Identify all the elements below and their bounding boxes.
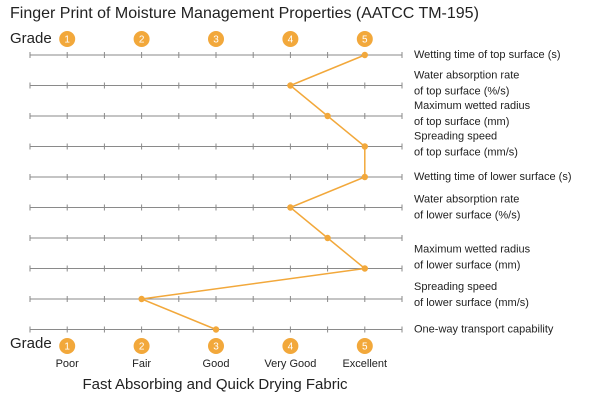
x-tick-label: 5 [362,342,368,353]
tick-badge [208,338,224,354]
category-label: Maximum wetted radius of lower surface (m… [414,243,531,271]
category-label: Wetting time of lower surface (s) [414,171,572,183]
category-line: One-way transport capability [414,323,554,335]
category-line: of top surface (mm) [414,116,509,128]
data-point [361,173,368,181]
data-point [361,265,368,272]
tick-badge [282,338,299,354]
category-line: of top surface (mm/s) [414,146,518,158]
grade-label: Poor [56,358,80,370]
data-point [361,143,368,150]
category-line: Wetting time of lower surface (s) [414,171,572,183]
x-tick-label: 2 [139,35,145,46]
x-tick-label: 1 [64,342,70,353]
category-line: Water absorption rate [414,69,519,81]
data-point [138,295,145,303]
footer: Fast Absorbing and Quick Drying Fabric [82,376,348,393]
data-point [287,82,294,89]
x-tick-label: 3 [213,342,219,353]
tick-badge [59,31,76,47]
category-line: Water absorption rate [414,193,519,205]
grade-label: Fair [132,358,151,370]
x-tick-label: 4 [288,35,294,46]
tick-badge [356,338,373,354]
x-tick-label: 2 [139,342,145,353]
axis-label: Grade [10,335,52,352]
tick-badge [59,338,76,354]
category-label: Maximum wetted radius of top surface (mm) [414,100,531,128]
data-point [212,326,220,333]
x-tick-label: 1 [64,35,70,46]
category-label: One-way transport capability [414,323,554,335]
category-line: of top surface (%/s) [414,85,509,97]
category-line: Maximum wetted radius [414,243,531,255]
category-line: of lower surface (mm/s) [414,297,529,309]
category-label: Spreading speed of lower surface (mm/s) [414,281,529,309]
grade-label: Excellent [342,358,387,370]
category-label: Wetting time of top surface (s) [414,49,561,61]
axis-label: Grade [10,30,52,47]
data-point [361,51,368,59]
data-point [324,112,331,120]
tick-badge [356,31,373,47]
category-label: Water absorption rate of lower surface (%… [414,193,520,221]
chart-title: Finger Print of Moisture Management Prop… [10,5,479,22]
tick-badge [133,338,150,354]
tick-badge [282,31,299,47]
x-tick-label: 4 [288,342,294,353]
category-line: Wetting time of top surface (s) [414,49,561,61]
category-line: Spreading speed [414,281,497,293]
category-label: Spreading speed of top surface (mm/s) [414,130,518,158]
grade-label: Good [203,358,230,370]
data-point [324,234,331,242]
data-line [138,54,367,331]
x-tick-label: 5 [362,35,368,46]
category-line: Maximum wetted radius [414,100,531,112]
tick-badge [208,31,224,47]
grade-label: Very Good [264,358,316,370]
category-line: Spreading speed [414,130,497,142]
data-point [287,204,294,211]
category-label: Water absorption rate of top surface (%/s… [414,69,519,97]
category-line: of lower surface (mm) [414,259,520,271]
category-line: of lower surface (%/s) [414,209,520,221]
x-tick-label: 3 [213,35,219,46]
tick-badge [133,31,150,47]
